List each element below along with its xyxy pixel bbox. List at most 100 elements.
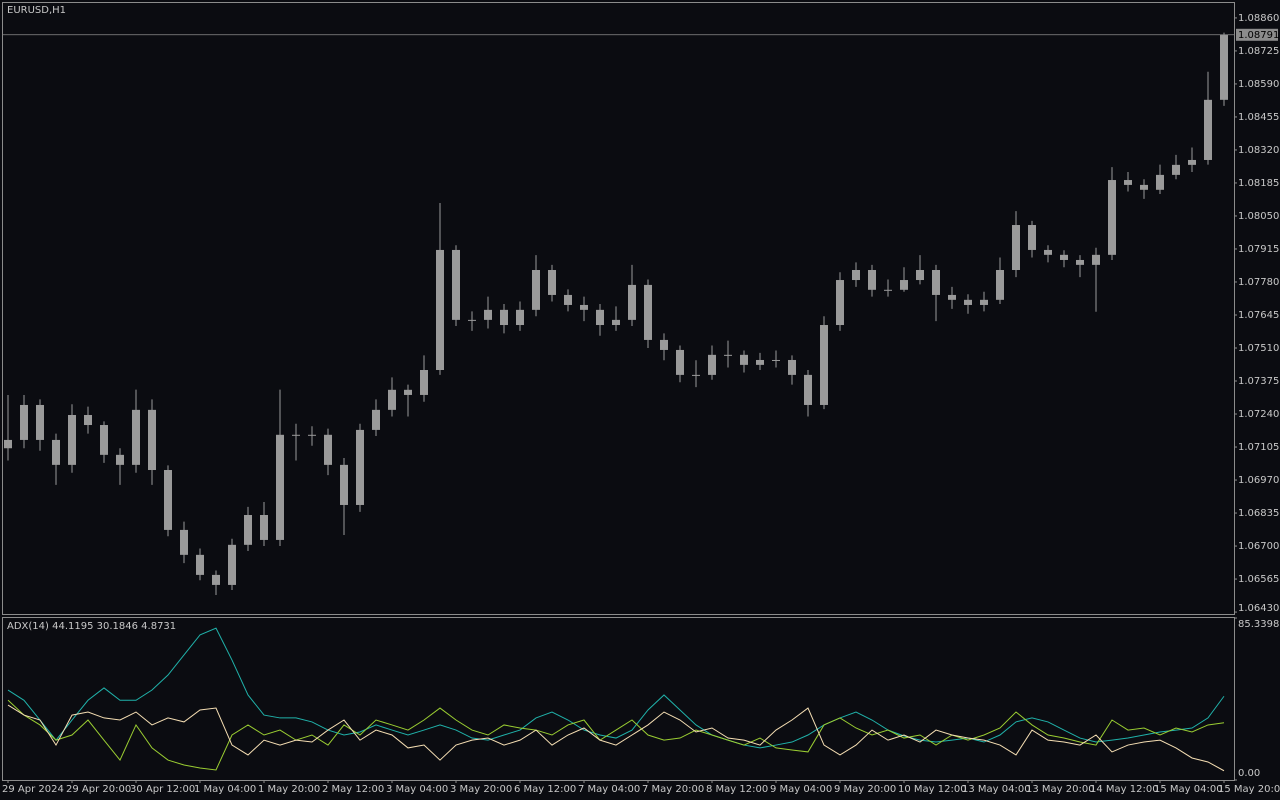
candle-body	[436, 249, 444, 371]
candle-body	[308, 434, 316, 436]
candle-body	[644, 284, 652, 340]
candle-body	[900, 280, 908, 290]
candle-body	[212, 574, 220, 585]
candle-body	[932, 270, 940, 295]
x-tick-label: 2 May 12:00	[322, 784, 384, 795]
candle-body	[1172, 164, 1180, 175]
y-tick-label: 85.3398	[1238, 619, 1279, 630]
candle-body	[612, 319, 620, 326]
x-tick-label: 6 May 12:00	[514, 784, 576, 795]
y-tick-label: 1.06700	[1238, 541, 1279, 552]
candle-body	[68, 414, 76, 465]
candle-body	[868, 270, 876, 290]
candle-body	[324, 434, 332, 465]
candle-body	[292, 434, 300, 436]
y-tick-label: 1.08050	[1238, 211, 1279, 222]
candle-body	[660, 339, 668, 350]
indicator-panel	[2, 617, 1235, 781]
y-tick-label: 1.08590	[1238, 79, 1279, 90]
x-tick-label: 1 May 20:00	[258, 784, 320, 795]
y-tick-label: 1.07780	[1238, 277, 1279, 288]
candle-body	[1124, 180, 1132, 185]
candle-body	[452, 249, 460, 320]
candle-body	[36, 404, 44, 440]
candle-body	[804, 374, 812, 405]
candle-body	[356, 429, 364, 505]
indicator-line	[7, 704, 1225, 772]
candle-body	[1092, 254, 1100, 265]
candle-body	[164, 470, 172, 530]
candle-body	[420, 370, 428, 395]
candle-body	[756, 359, 764, 365]
y-tick-label: 1.08860	[1238, 13, 1279, 24]
candle-body	[1028, 225, 1036, 250]
candle-body	[1108, 180, 1116, 255]
candle-body	[260, 514, 268, 540]
candle-body	[548, 270, 556, 295]
candle-body	[1044, 249, 1052, 255]
y-tick-label: 1.06430	[1238, 603, 1279, 614]
candle-body	[1188, 159, 1196, 165]
candle-body	[4, 439, 12, 449]
y-tick-label: 1.07645	[1238, 310, 1279, 321]
candle-body	[836, 280, 844, 326]
y-tick-label: 1.06970	[1238, 475, 1279, 486]
y-tick-label: 1.08725	[1238, 46, 1279, 57]
candle-body	[1012, 225, 1020, 271]
candle-body	[484, 309, 492, 320]
y-tick-label: 1.07105	[1238, 442, 1279, 453]
candle-body	[196, 554, 204, 575]
x-tick-label: 9 May 04:00	[770, 784, 832, 795]
price-panel	[2, 2, 1235, 615]
candle-body	[564, 294, 572, 305]
candle-body	[116, 454, 124, 465]
x-tick-label: 9 May 20:00	[834, 784, 896, 795]
x-tick-label: 29 Apr 20:00	[66, 784, 131, 795]
candle-body	[596, 309, 604, 326]
candle-body	[228, 544, 236, 585]
y-tick-label: 1.06565	[1238, 574, 1279, 585]
candle-body	[404, 389, 412, 395]
x-tick-label: 15 May 20:00	[1218, 784, 1280, 795]
y-tick-label: 1.07510	[1238, 343, 1279, 354]
y-tick-label: 1.08320	[1238, 145, 1279, 156]
candle-body	[244, 514, 252, 545]
candle-body	[1076, 259, 1084, 265]
candle-body	[964, 299, 972, 305]
chart-title: EURUSD,H1	[7, 5, 66, 16]
x-tick-label: 29 Apr 2024	[2, 784, 64, 795]
y-tick-label: 1.07375	[1238, 376, 1279, 387]
candle-body	[340, 464, 348, 505]
x-tick-label: 30 Apr 12:00	[130, 784, 195, 795]
x-tick-label: 13 May 20:00	[1026, 784, 1095, 795]
last-price-label: 1.08791	[1238, 30, 1279, 41]
x-tick-label: 8 May 12:00	[706, 784, 768, 795]
x-tick-label: 3 May 20:00	[450, 784, 512, 795]
candle-body	[884, 289, 892, 291]
y-tick-label: 1.06835	[1238, 508, 1279, 519]
candle-body	[1060, 254, 1068, 260]
y-tick-label: 1.08455	[1238, 112, 1279, 123]
candle-body	[724, 354, 732, 356]
y-tick-label: 1.07915	[1238, 244, 1279, 255]
candle-body	[500, 309, 508, 326]
candle-body	[916, 270, 924, 281]
candle-body	[180, 529, 188, 555]
candle-body	[516, 309, 524, 326]
indicator-label: ADX(14) 44.1195 30.1846 4.8731	[7, 621, 176, 632]
candle-body	[148, 409, 156, 471]
candle-body	[1220, 34, 1228, 100]
candle-body	[692, 374, 700, 376]
candle-body	[388, 389, 396, 410]
candle-body	[1204, 99, 1212, 160]
candle-body	[20, 404, 28, 440]
candle-body	[708, 354, 716, 375]
candle-body	[948, 294, 956, 300]
x-tick-label: 7 May 04:00	[578, 784, 640, 795]
y-tick-label: 0.00	[1238, 768, 1260, 779]
candle-body	[1156, 174, 1164, 190]
candle-body	[1140, 184, 1148, 190]
x-tick-label: 10 May 12:00	[898, 784, 967, 795]
candle-body	[580, 304, 588, 310]
